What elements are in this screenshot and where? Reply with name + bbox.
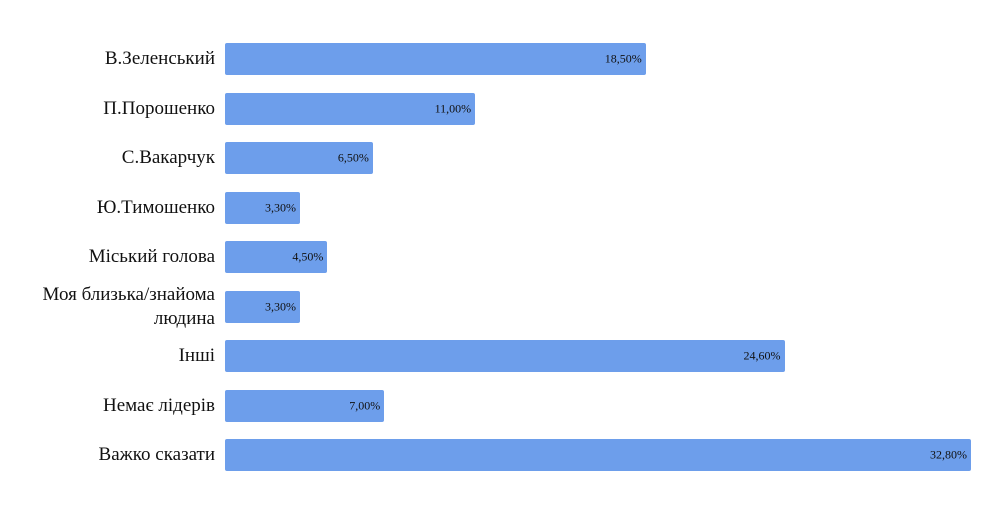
value-label: 6,50% [337,150,369,165]
category-label: Важко сказати [98,444,215,465]
bar [225,439,971,471]
category-label: С.Вакарчук [121,147,215,168]
value-label: 4,50% [292,249,324,264]
category-label: В.Зеленський [104,48,215,69]
category-label: Моя близька/знайома людина [42,283,215,329]
value-label: 24,60% [743,348,781,363]
value-label: 11,00% [434,101,472,115]
value-label: 7,00% [349,398,381,412]
category-label: П.Порошенко [103,97,215,119]
category-label: Міський голова [88,246,215,267]
bar [225,340,785,372]
bar [225,290,301,323]
category-label: Ю.Тимошенко [96,196,215,218]
category-label: Інші [178,345,215,366]
value-label: 3,30% [265,200,297,214]
category-label: Немає лідерів [103,394,215,416]
bar [225,241,328,273]
value-label: 3,30% [265,299,297,313]
bar [225,142,373,174]
value-label: 32,80% [930,447,967,462]
bar [225,92,476,125]
bar [225,389,385,422]
bar [225,43,646,75]
value-label: 18,50% [604,51,642,66]
bar [225,191,301,224]
